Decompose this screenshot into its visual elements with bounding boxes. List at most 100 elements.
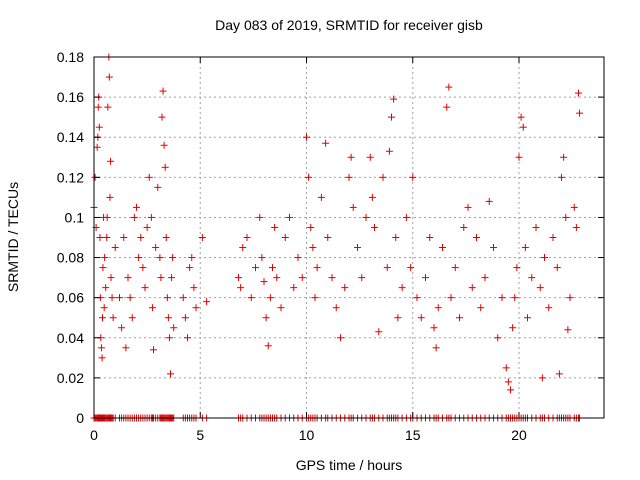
data-point	[358, 274, 366, 282]
data-point	[337, 334, 344, 342]
data-point	[290, 284, 298, 292]
x-axis-label: GPS time / hours	[296, 457, 403, 473]
data-point	[456, 314, 463, 322]
data-point	[181, 314, 189, 322]
data-point	[485, 197, 493, 205]
data-point	[422, 274, 429, 282]
data-point	[394, 314, 402, 322]
y-axis-label: SRMTID / TECUs	[5, 182, 21, 292]
data-point	[307, 223, 315, 231]
data-point	[100, 304, 108, 312]
data-point	[170, 324, 178, 332]
data-point	[460, 223, 468, 231]
chart-title: Day 083 of 2019, SRMTID for receiver gis…	[215, 17, 483, 33]
x-tick-label: 5	[196, 427, 204, 443]
data-point	[99, 314, 106, 322]
data-point	[286, 213, 293, 221]
data-point	[426, 234, 434, 241]
data-point	[305, 173, 313, 181]
data-point	[103, 234, 111, 241]
data-point	[507, 386, 514, 394]
data-point	[122, 344, 130, 352]
data-point	[385, 147, 393, 155]
data-point	[154, 183, 162, 191]
data-point	[464, 203, 472, 211]
data-point	[266, 294, 274, 302]
data-point	[118, 324, 126, 332]
data-point	[541, 254, 548, 262]
data-point	[179, 294, 187, 302]
data-point	[511, 294, 519, 302]
data-point	[402, 213, 410, 221]
grid-lines	[93, 56, 604, 419]
data-point	[109, 314, 117, 322]
data-points	[90, 53, 584, 394]
data-point	[553, 264, 561, 272]
data-point	[354, 244, 361, 252]
data-point	[521, 244, 529, 252]
data-point	[562, 213, 570, 221]
data-point	[269, 264, 276, 272]
x-tick-label: 20	[511, 427, 527, 443]
data-point	[277, 304, 285, 312]
data-point	[515, 153, 523, 161]
data-point	[490, 244, 497, 252]
data-point	[107, 157, 115, 165]
data-point	[190, 284, 198, 292]
y-tick-label: 0.1	[65, 209, 85, 225]
data-point	[439, 244, 446, 252]
data-point	[147, 213, 155, 221]
data-point	[575, 89, 582, 97]
data-point	[502, 364, 510, 372]
data-point	[375, 328, 383, 336]
data-point	[313, 264, 321, 272]
data-point	[271, 223, 279, 231]
data-point	[349, 203, 357, 211]
data-point	[169, 254, 177, 262]
data-point	[103, 213, 111, 221]
data-point	[566, 294, 574, 302]
data-point	[161, 163, 169, 171]
data-point	[576, 109, 584, 117]
y-axis: 0 0.02 0.04 0.06 0.08 0.1 0.12 0.14 0.16 0.18	[57, 49, 604, 426]
y-tick-label: 0.04	[57, 330, 84, 346]
data-point	[203, 298, 211, 306]
data-point	[162, 234, 170, 241]
data-point	[159, 87, 167, 95]
data-point	[519, 123, 527, 131]
data-point	[273, 274, 281, 282]
data-point	[379, 173, 387, 181]
data-point	[143, 223, 151, 231]
data-point	[167, 370, 174, 378]
data-point	[247, 294, 255, 302]
data-point	[303, 133, 310, 141]
data-point	[165, 334, 173, 342]
data-point	[417, 314, 425, 322]
data-point	[135, 254, 143, 262]
data-point	[184, 334, 191, 342]
data-point	[362, 213, 370, 221]
data-point	[481, 274, 489, 282]
data-point	[345, 173, 353, 181]
data-point	[264, 342, 272, 350]
data-point	[98, 354, 106, 362]
data-point	[97, 344, 105, 352]
data-point	[157, 274, 165, 282]
data-point	[120, 234, 128, 241]
data-point	[168, 274, 176, 282]
data-point	[152, 244, 160, 252]
data-point	[538, 374, 546, 382]
data-point	[163, 294, 171, 302]
data-point	[198, 234, 206, 241]
data-point	[237, 284, 245, 292]
data-point	[558, 173, 565, 181]
data-point	[390, 95, 398, 103]
data-point	[517, 113, 525, 121]
data-point	[509, 324, 517, 332]
x-tick-label: 10	[299, 427, 315, 443]
y-tick-label: 0.02	[57, 370, 84, 386]
data-point	[432, 344, 440, 352]
data-point	[239, 244, 247, 252]
data-point	[101, 254, 109, 262]
